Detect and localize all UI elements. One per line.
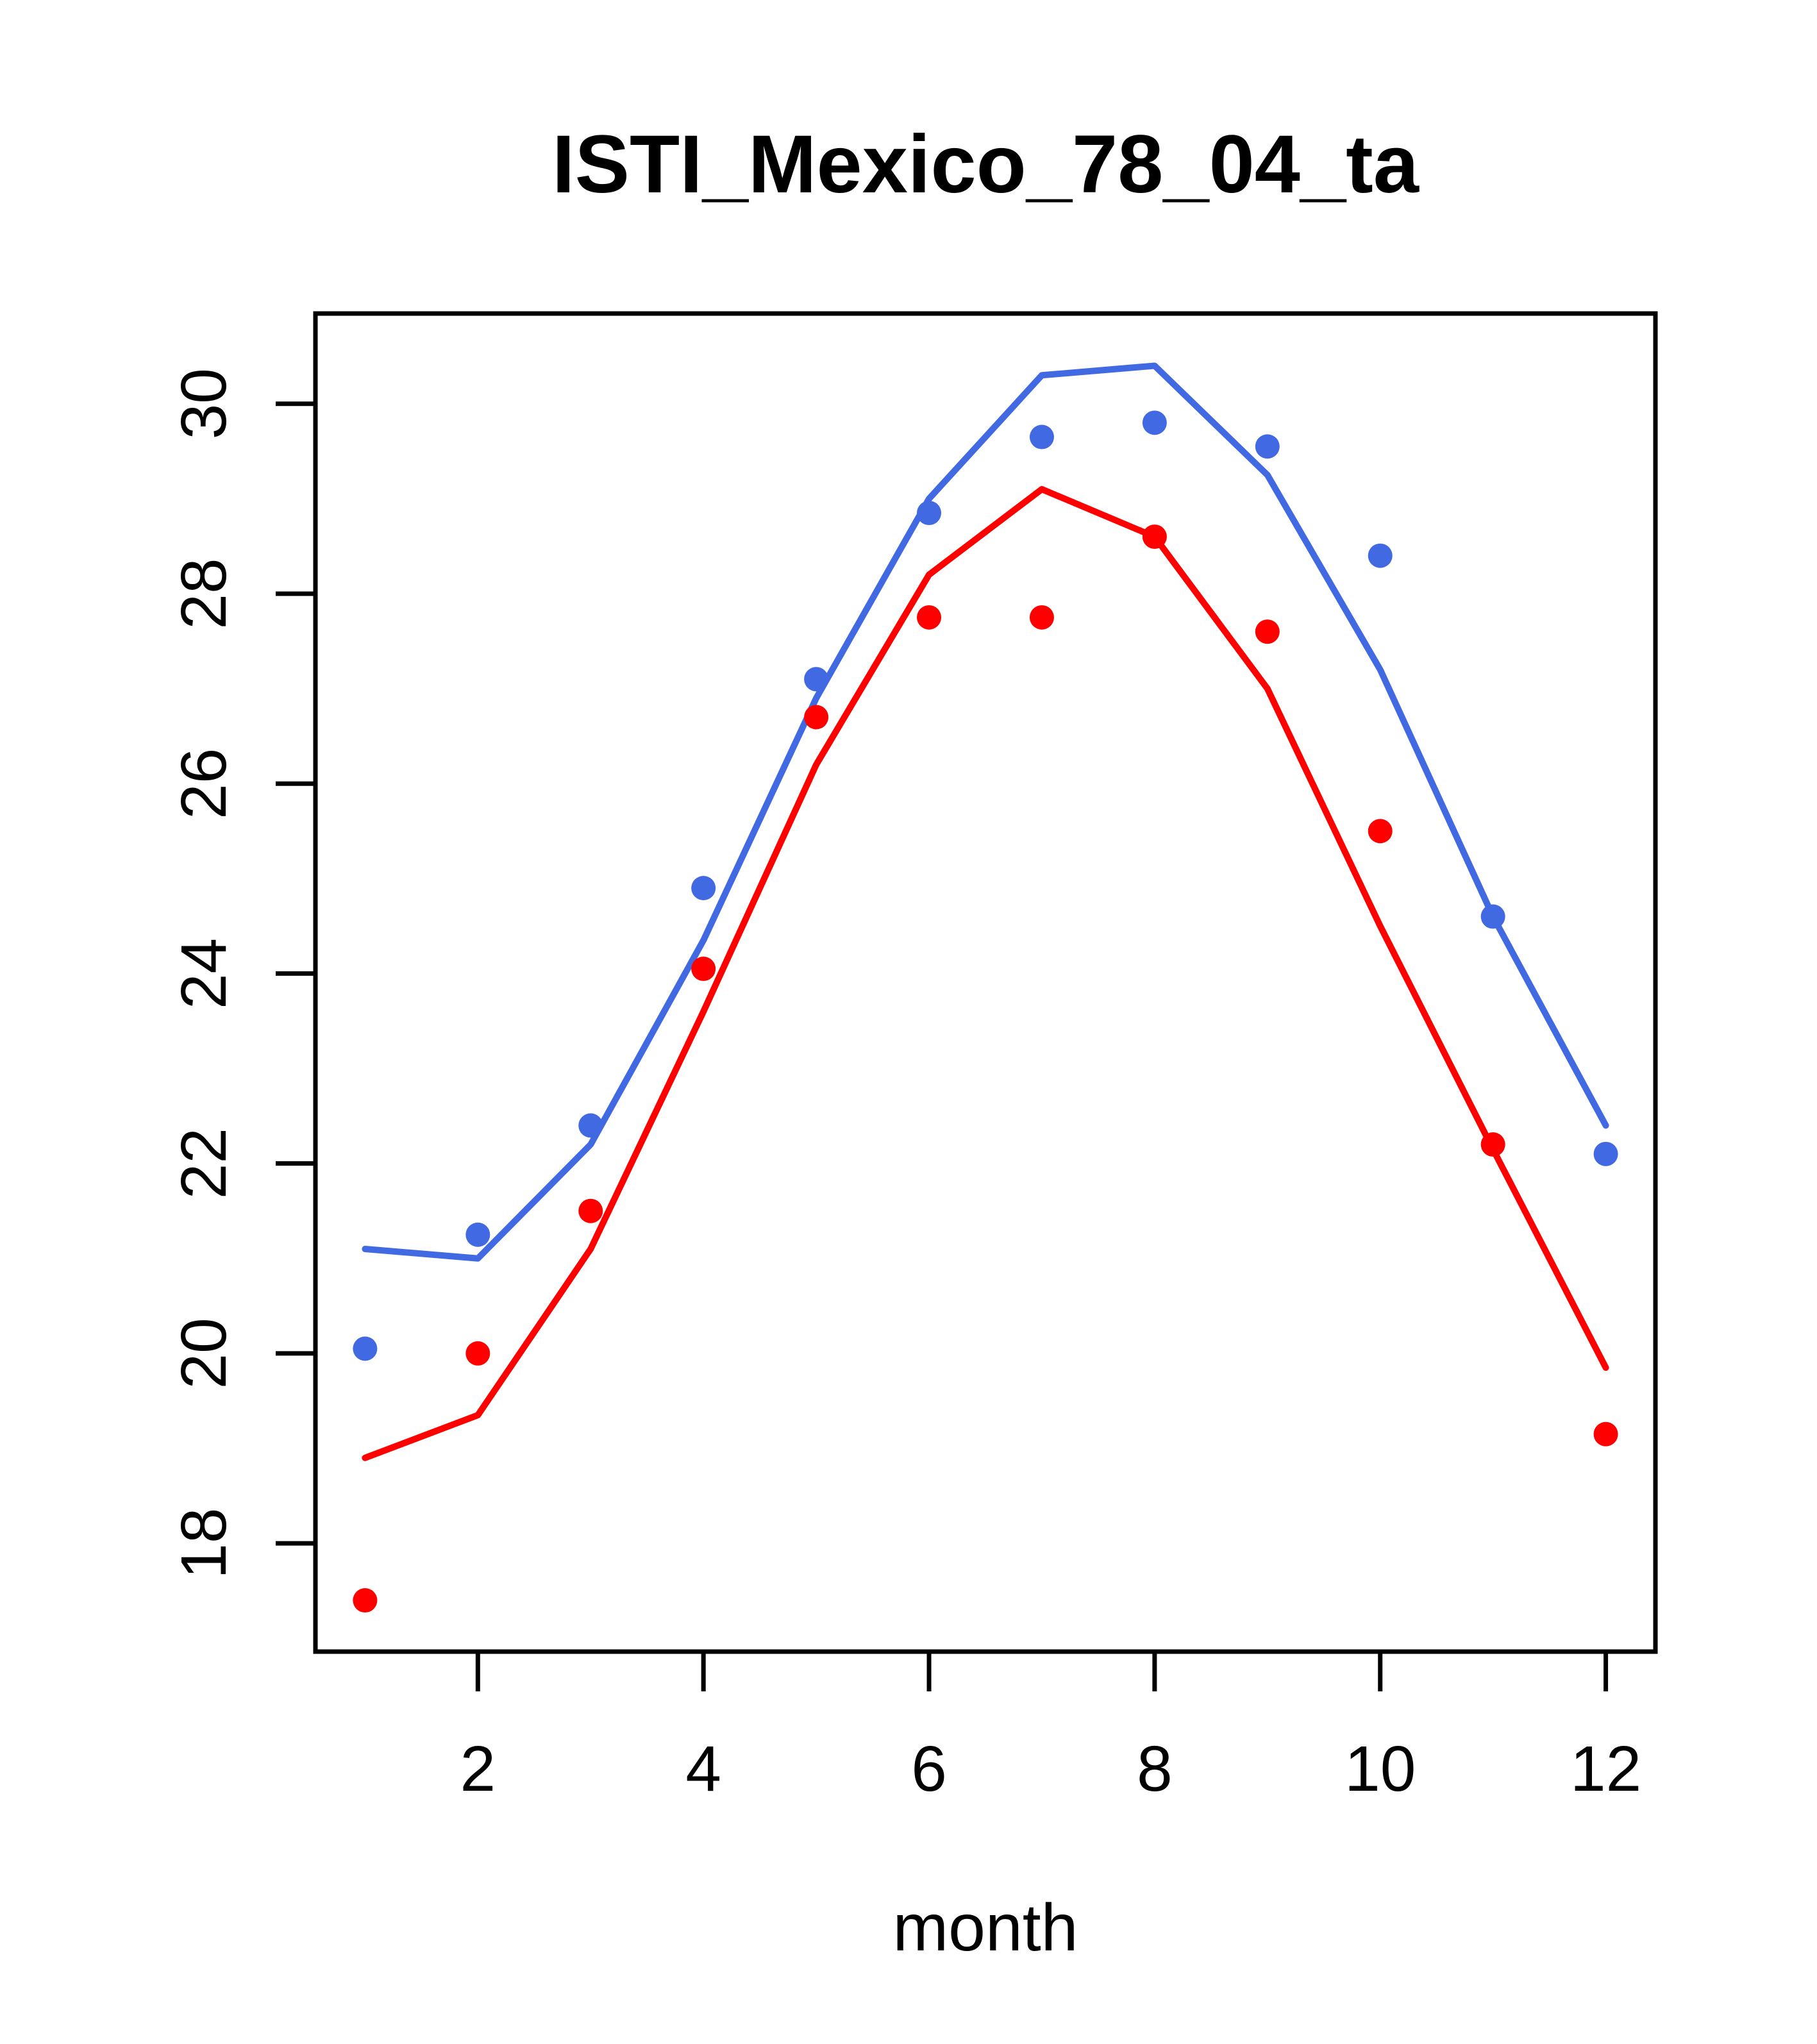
red-points-point xyxy=(804,705,829,730)
blue-points-point xyxy=(1029,424,1054,449)
y-tick-label: 28 xyxy=(168,558,240,629)
y-tick-label: 20 xyxy=(168,1318,240,1389)
y-tick-label: 26 xyxy=(168,748,240,819)
x-tick-label: 10 xyxy=(1344,1733,1416,1805)
plot-frame xyxy=(313,311,1658,1654)
blue-points-point xyxy=(353,1336,378,1361)
x-axis-label: month xyxy=(892,1891,1078,1965)
y-tick-label: 18 xyxy=(168,1508,240,1579)
x-tick-label: 6 xyxy=(911,1733,947,1805)
x-tick-label: 12 xyxy=(1570,1733,1641,1805)
red-points-point xyxy=(1255,619,1280,644)
blue-points-point xyxy=(1142,410,1167,435)
red-points-point xyxy=(1368,819,1393,844)
blue-points-point xyxy=(1255,434,1280,459)
x-tick-label: 2 xyxy=(460,1733,496,1805)
x-tick-label: 8 xyxy=(1137,1733,1173,1805)
blue-points-point xyxy=(1480,904,1505,929)
y-tick-label: 30 xyxy=(168,368,240,439)
blue-points-point xyxy=(1593,1141,1618,1166)
chart-title: ISTI_Mexico_78_04_ta xyxy=(552,119,1419,210)
red-points-point xyxy=(1480,1132,1505,1157)
x-tick-label: 4 xyxy=(685,1733,721,1805)
red-points-point xyxy=(465,1341,490,1366)
red-line-series xyxy=(362,486,1609,1461)
red-points-point xyxy=(1142,524,1167,549)
red-points-point xyxy=(578,1198,603,1223)
blue-line-series xyxy=(362,362,1609,1262)
blue-points-point xyxy=(804,667,829,692)
blue-points-point xyxy=(917,501,942,526)
blue-points-point xyxy=(691,876,716,901)
blue-points-point xyxy=(465,1222,490,1247)
y-tick-label: 24 xyxy=(168,938,240,1009)
red-points-point xyxy=(1593,1421,1618,1446)
red-points-point xyxy=(691,957,716,982)
red-points-point xyxy=(1029,605,1054,630)
red-points-point xyxy=(353,1588,378,1613)
blue-points-point xyxy=(578,1113,603,1138)
data-series xyxy=(353,362,1618,1613)
y-tick-label: 22 xyxy=(168,1128,240,1199)
red-points-point xyxy=(917,605,942,630)
blue-points-point xyxy=(1368,543,1393,568)
